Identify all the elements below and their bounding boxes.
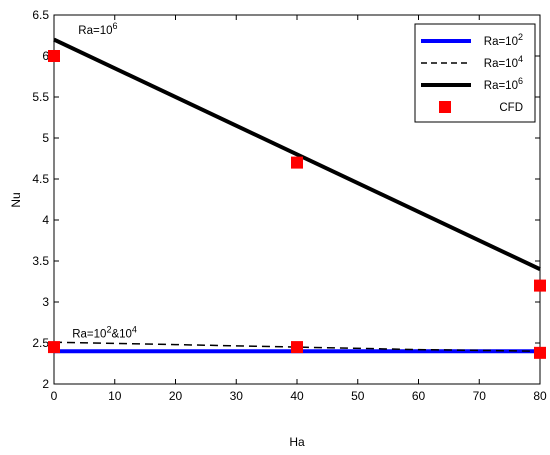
legend: Ra=102 Ra=104 Ra=106 CFD bbox=[414, 23, 536, 123]
series-line bbox=[53, 341, 541, 352]
legend-swatch bbox=[439, 101, 451, 113]
x-tick-label: 10 bbox=[108, 389, 122, 403]
y-tick-label: 2.5 bbox=[32, 336, 49, 350]
cfd-marker bbox=[534, 279, 546, 292]
cfd-marker bbox=[48, 50, 60, 62]
cfd-marker bbox=[48, 341, 60, 354]
y-tick-label: 3.5 bbox=[32, 254, 49, 268]
y-tick-label: 2 bbox=[42, 377, 49, 391]
x-tick-label: 30 bbox=[230, 389, 244, 403]
x-tick-label: 50 bbox=[351, 389, 365, 403]
legend-label: CFD bbox=[499, 102, 523, 114]
annotations: Ra=106 Ra=102&104 bbox=[72, 21, 137, 340]
x-tick-label: 80 bbox=[533, 389, 547, 403]
legend-label: Ra=106 bbox=[484, 76, 523, 92]
x-tick-label: 70 bbox=[473, 389, 487, 403]
x-tick-label: 0 bbox=[51, 389, 58, 403]
legend-label: Ra=102 bbox=[484, 32, 523, 48]
legend-label: Ra=104 bbox=[484, 54, 523, 70]
cfd-marker bbox=[534, 346, 546, 359]
annotation-label: Ra=102&104 bbox=[72, 324, 137, 340]
y-tick-label: 6 bbox=[42, 49, 49, 63]
y-tick-label: 6.5 bbox=[32, 8, 49, 22]
x-tick-label: 40 bbox=[290, 389, 304, 403]
y-tick-label: 3 bbox=[42, 295, 49, 309]
annotation-label: Ra=106 bbox=[78, 21, 117, 37]
y-tick-label: 5 bbox=[42, 131, 49, 145]
x-tick-label: 60 bbox=[412, 389, 426, 403]
series-line bbox=[53, 37, 541, 272]
x-tick-label: 20 bbox=[169, 389, 183, 403]
y-axis-label: Nu bbox=[9, 192, 23, 207]
cfd-marker bbox=[291, 341, 303, 354]
y-tick-label: 4.5 bbox=[32, 172, 49, 186]
axis-ticks: 0 10 20 30 40 50 60 70 80 2 2.5 3 3.5 4 4.5 5 5.5 6 6.5 bbox=[32, 8, 547, 403]
y-tick-label: 4 bbox=[42, 213, 49, 227]
x-axis-label: Ha bbox=[289, 435, 305, 449]
cfd-marker bbox=[291, 156, 303, 169]
y-tick-label: 5.5 bbox=[32, 90, 49, 104]
cfd-markers bbox=[48, 50, 546, 359]
